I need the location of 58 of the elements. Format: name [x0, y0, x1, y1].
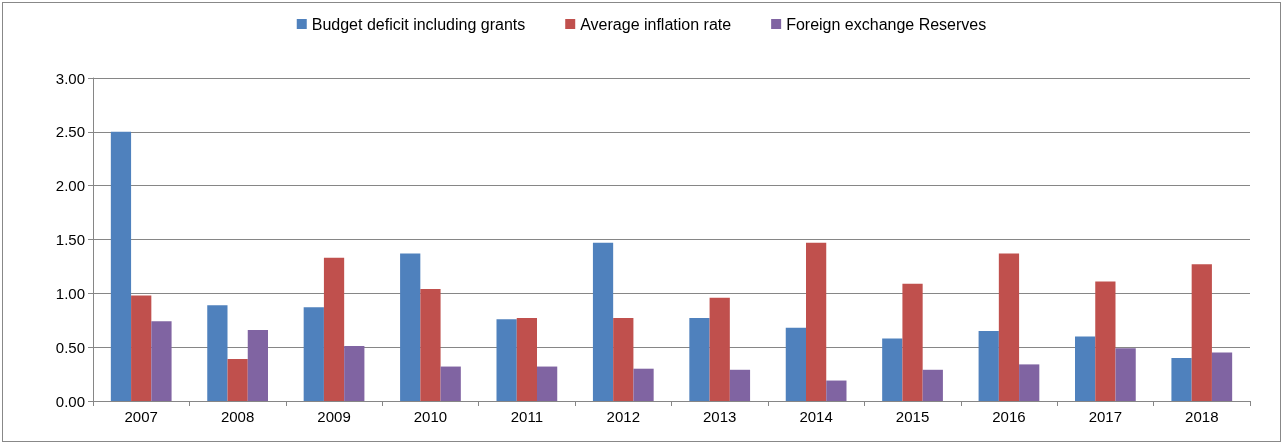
bar [537, 366, 558, 401]
y-tick-label: 1.50 [55, 231, 85, 248]
bar [440, 366, 461, 401]
bar [689, 318, 710, 401]
bar [496, 319, 517, 401]
bar [1095, 281, 1116, 401]
y-tick-label: 0.50 [55, 338, 85, 356]
x-tick-label: 2014 [799, 408, 833, 425]
y-tick-label: 3.00 [55, 69, 85, 87]
bar [1211, 352, 1233, 401]
bar [1191, 264, 1212, 401]
bar [998, 253, 1020, 401]
bar [303, 307, 324, 401]
x-tick-label: 2012 [606, 408, 640, 425]
bar [709, 297, 730, 401]
bar [420, 289, 441, 401]
bar [633, 368, 654, 401]
bar [1019, 364, 1040, 401]
bar [1171, 357, 1192, 401]
bar [1075, 336, 1096, 401]
bar [110, 131, 132, 401]
bar [592, 242, 614, 401]
x-tick-label: 2015 [895, 408, 930, 425]
bar [785, 327, 806, 401]
bar [344, 346, 365, 401]
x-tick-label: 2016 [992, 408, 1026, 425]
bar [247, 329, 268, 401]
x-tick-label: 2010 [413, 408, 448, 425]
x-tick-label: 2008 [220, 408, 255, 425]
y-tick-label: 0.00 [55, 392, 85, 410]
x-tick-label: 2018 [1185, 408, 1219, 425]
bar [902, 283, 923, 401]
bar [227, 359, 248, 401]
bar [151, 321, 172, 401]
bar [922, 369, 943, 401]
bar [882, 338, 903, 401]
bar [207, 305, 228, 401]
bar [516, 318, 537, 401]
bar [826, 380, 847, 401]
x-tick-label: 2017 [1088, 408, 1123, 425]
legend-label: Budget deficit including grants [311, 15, 526, 33]
bar [1115, 348, 1136, 401]
bar [806, 242, 827, 401]
bar [400, 253, 421, 401]
bar [131, 295, 152, 401]
y-tick-label: 1.00 [55, 284, 85, 302]
y-tick-label: 2.50 [55, 123, 85, 141]
bar [729, 369, 751, 401]
legend-label: Foreign exchange Reserves [786, 15, 987, 33]
x-tick-label: 2009 [317, 408, 351, 425]
bar [978, 331, 999, 401]
x-tick-label: 2013 [703, 408, 737, 425]
bar [613, 318, 634, 401]
x-tick-label: 2011 [510, 408, 544, 425]
x-tick-label: 2007 [124, 408, 158, 425]
bar [323, 257, 345, 401]
y-tick-label: 2.00 [55, 177, 85, 195]
legend-label: Average inflation rate [580, 15, 732, 33]
